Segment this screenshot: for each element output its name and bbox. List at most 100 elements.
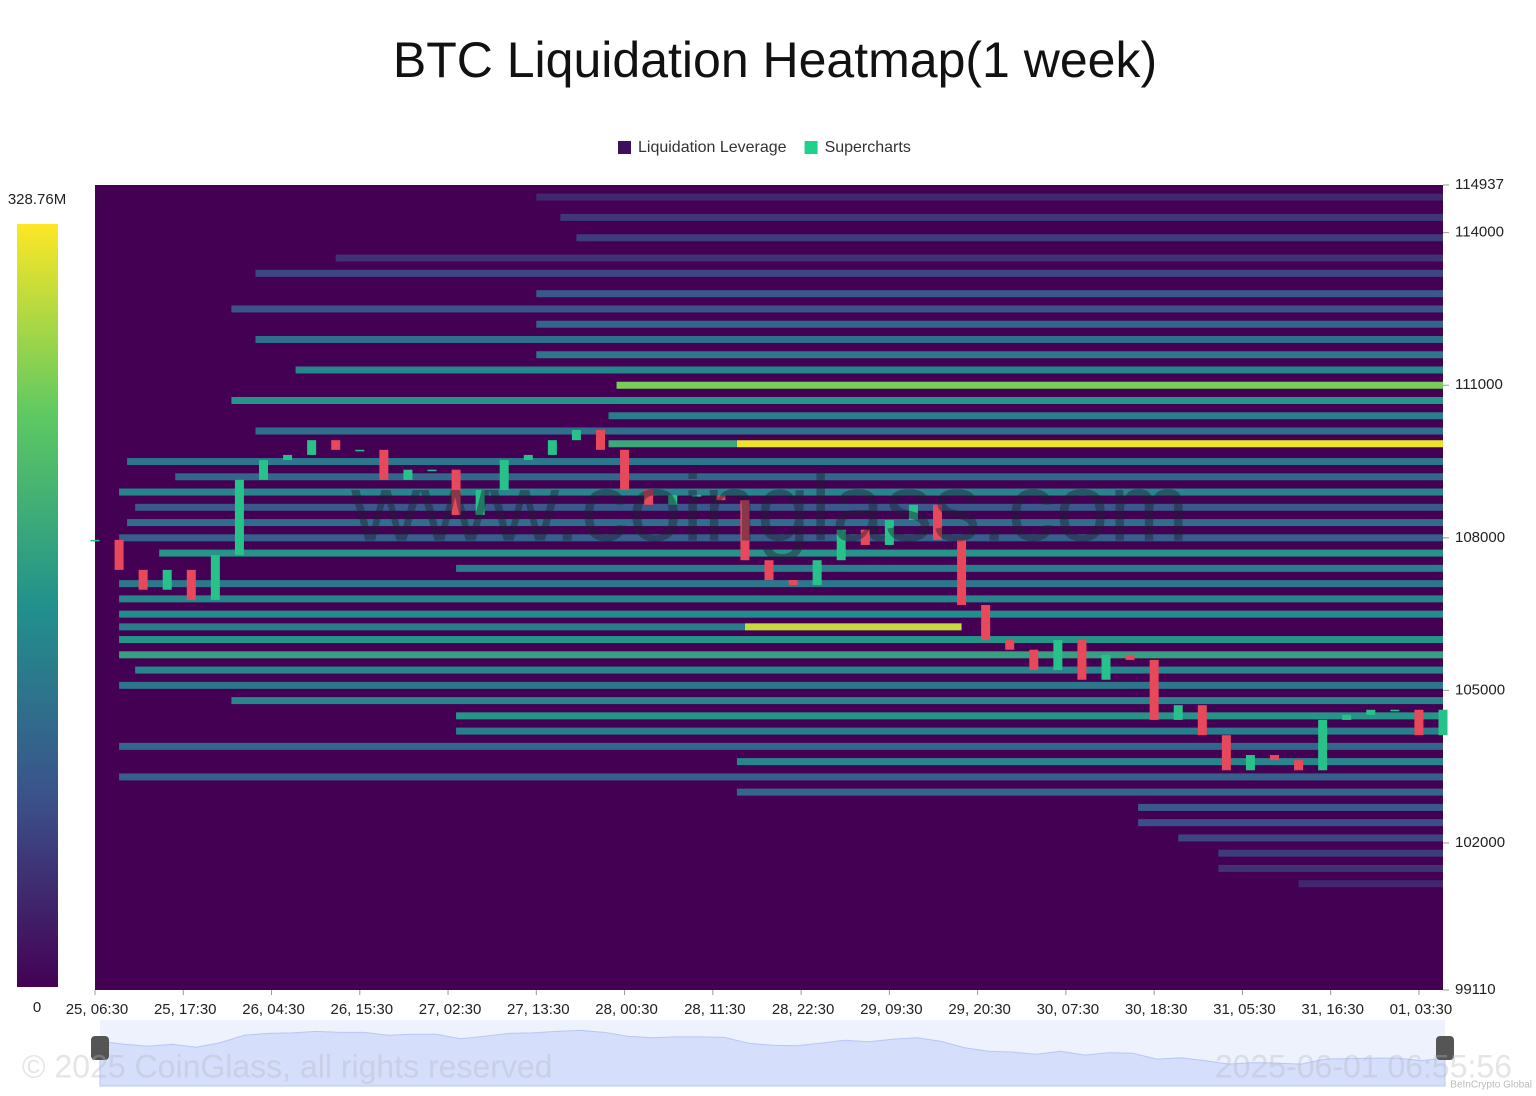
legend-swatch: [618, 141, 631, 154]
candle: [547, 440, 557, 455]
candle: [1245, 755, 1255, 771]
candle: [90, 539, 100, 542]
x-tick-label: 28, 00:30: [595, 1001, 658, 1018]
heat-band: [456, 564, 1444, 572]
heat-band: [119, 610, 1444, 618]
candle: [210, 555, 220, 600]
navigator-handle[interactable]: [1436, 1036, 1454, 1060]
x-tick-label: 26, 15:30: [331, 1001, 394, 1018]
candle: [1053, 640, 1063, 671]
x-tick-label: 28, 22:30: [772, 1001, 835, 1018]
candle: [1414, 709, 1424, 736]
candle: [933, 504, 942, 540]
heat-band: [127, 519, 1444, 527]
x-tick-label: 26, 04:30: [242, 1001, 305, 1018]
candle: [1197, 705, 1207, 736]
heat-band: [119, 534, 1444, 542]
heat-band: [456, 727, 1444, 735]
heat-band: [1178, 834, 1443, 842]
candle: [812, 560, 822, 586]
heat-band: [175, 473, 1444, 481]
x-tick-label: 28, 11:30: [684, 1001, 745, 1018]
candle: [571, 430, 581, 441]
heat-band: [736, 758, 1443, 766]
x-tick-label: 01, 03:30: [1390, 1001, 1453, 1018]
candle: [259, 460, 268, 480]
heat-band: [231, 697, 1443, 705]
x-tick-label: 31, 16:30: [1301, 1001, 1364, 1018]
candle: [1149, 659, 1159, 720]
candle: [379, 449, 389, 480]
candle: [186, 569, 196, 600]
x-tick-label: 31, 05:30: [1213, 1001, 1276, 1018]
candle: [1125, 654, 1135, 660]
candle: [307, 440, 317, 455]
legend-label: Supercharts: [825, 139, 911, 156]
heat-band: [231, 305, 1443, 313]
candle: [1390, 709, 1400, 712]
candle: [836, 529, 846, 561]
heat-band: [536, 290, 1443, 298]
candle: [234, 479, 244, 556]
heat-band: [255, 335, 1443, 343]
heat-band: [119, 773, 1444, 781]
x-tick-label: 29, 09:30: [860, 1001, 923, 1018]
candle: [1005, 640, 1015, 650]
candle: [908, 504, 918, 521]
heat-band: [608, 412, 1443, 420]
heat-band: [560, 213, 1443, 221]
heat-band: [456, 712, 1444, 720]
legend-swatch: [804, 141, 818, 154]
timestamp: 2025-06-01 06:55:56: [1215, 1048, 1512, 1084]
heat-band: [255, 427, 1443, 435]
heat-band: [127, 458, 1444, 466]
candle: [451, 469, 461, 515]
candle: [788, 580, 798, 586]
heat-band: [119, 742, 1444, 750]
heat-band: [255, 269, 1443, 277]
heat-band: [736, 440, 1443, 448]
colorbar: [17, 224, 58, 987]
navigator-handle[interactable]: [91, 1036, 109, 1060]
y-tick-label: 102000: [1455, 834, 1505, 851]
heat-band: [1218, 849, 1443, 857]
heat-band: [536, 193, 1443, 201]
heat-band: [119, 681, 1444, 689]
heat-band: [616, 381, 1443, 389]
navigator-area: [99, 1029, 1446, 1087]
heat-band: [135, 503, 1444, 511]
heat-band: [536, 320, 1443, 328]
candle: [1101, 654, 1111, 680]
candle: [1294, 760, 1304, 771]
x-tick-label: 30, 07:30: [1037, 1001, 1100, 1018]
candle: [427, 469, 437, 472]
y-tick-label: 105000: [1455, 681, 1505, 698]
heat-band: [576, 234, 1443, 242]
candle: [596, 430, 605, 450]
y-tick-label: 114000: [1455, 224, 1504, 241]
x-tick-label: 27, 02:30: [419, 1001, 482, 1018]
candle: [1366, 709, 1376, 715]
x-tick-label: 27, 13:30: [507, 1001, 570, 1018]
candle: [331, 440, 341, 450]
candle: [668, 495, 678, 505]
watermark: www.coinglass.com: [350, 454, 1189, 561]
colorbar-label: 0: [33, 999, 41, 1016]
heat-band: [335, 254, 1443, 262]
copyright: © 2025 CoinGlass, all rights reserved: [22, 1048, 552, 1084]
x-tick-label: 25, 06:30: [66, 1001, 129, 1018]
y-tick-label: 111000: [1455, 376, 1503, 393]
candle: [1029, 649, 1039, 671]
candle: [692, 495, 702, 497]
chart-title: BTC Liquidation Heatmap(1 week): [393, 32, 1157, 88]
candle: [620, 449, 630, 491]
candle: [884, 520, 894, 545]
candle: [138, 569, 148, 590]
credit: BeInCrypto Global: [1450, 1080, 1532, 1091]
candle: [475, 490, 485, 515]
candle: [403, 469, 413, 480]
candle: [1077, 640, 1087, 680]
candle: [1318, 719, 1328, 771]
heat-band: [1218, 864, 1443, 872]
